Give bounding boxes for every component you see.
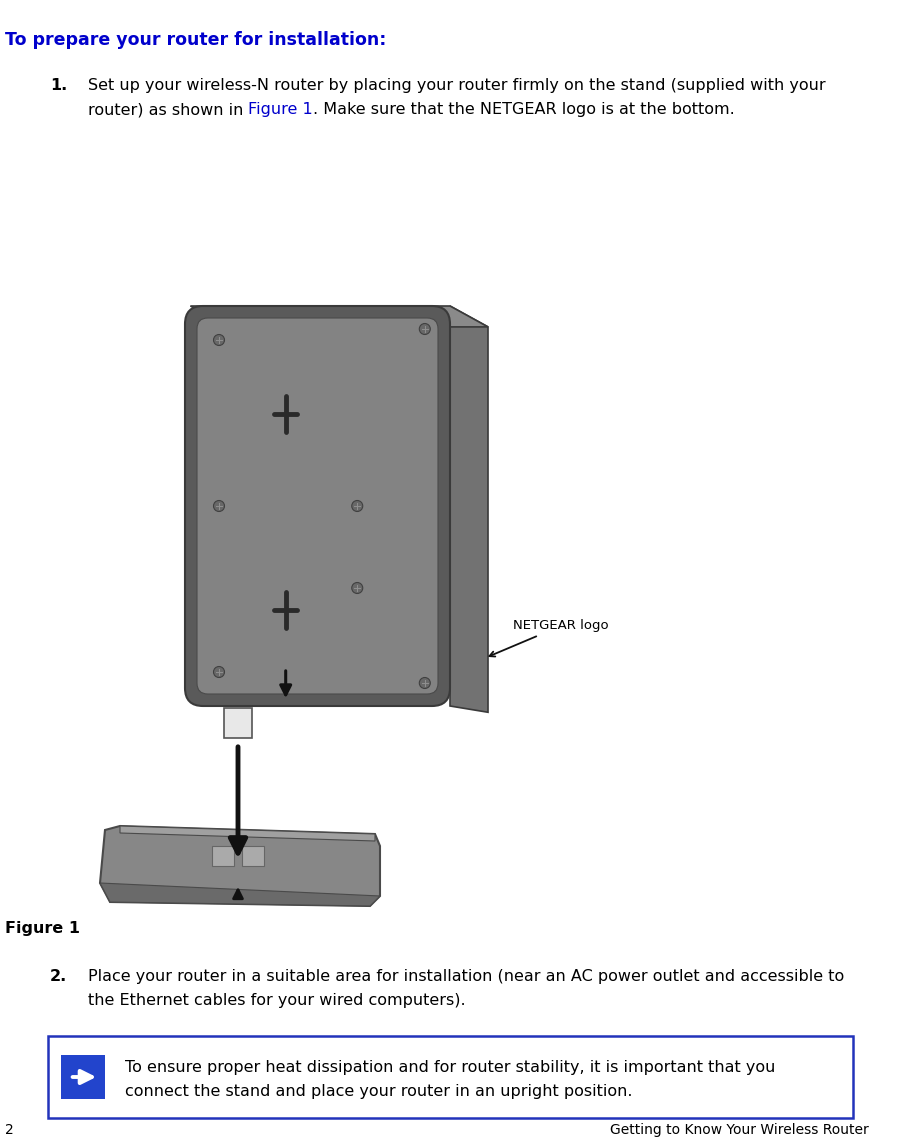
Circle shape xyxy=(419,324,431,334)
Circle shape xyxy=(213,334,225,346)
Polygon shape xyxy=(450,306,488,712)
Text: Set up your wireless-N router by placing your router firmly on the stand (suppli: Set up your wireless-N router by placing… xyxy=(88,78,825,94)
Polygon shape xyxy=(100,826,380,906)
Text: 2.: 2. xyxy=(50,969,67,984)
Circle shape xyxy=(213,666,225,678)
Text: Getting to Know Your Wireless Router: Getting to Know Your Wireless Router xyxy=(610,1123,869,1136)
Text: Place your router in a suitable area for installation (near an AC power outlet a: Place your router in a suitable area for… xyxy=(88,969,844,984)
Text: router) as shown in: router) as shown in xyxy=(88,103,248,118)
Bar xyxy=(242,847,264,866)
Text: . Make sure that the NETGEAR logo is at the bottom.: . Make sure that the NETGEAR logo is at … xyxy=(313,103,735,118)
Text: connect the stand and place your router in an upright position.: connect the stand and place your router … xyxy=(125,1084,633,1099)
Text: router) as shown in: router) as shown in xyxy=(88,103,248,118)
PathPatch shape xyxy=(185,306,450,706)
Text: Figure 1: Figure 1 xyxy=(248,103,313,118)
Polygon shape xyxy=(191,306,488,327)
Text: To prepare your router for installation:: To prepare your router for installation: xyxy=(5,31,387,49)
Text: 1.: 1. xyxy=(50,78,67,94)
Polygon shape xyxy=(224,709,252,738)
FancyBboxPatch shape xyxy=(48,1036,853,1118)
Text: NETGEAR logo: NETGEAR logo xyxy=(489,620,609,656)
Circle shape xyxy=(419,678,431,688)
Text: the Ethernet cables for your wired computers).: the Ethernet cables for your wired compu… xyxy=(88,994,466,1009)
Text: To ensure proper heat dissipation and for router stability, it is important that: To ensure proper heat dissipation and fo… xyxy=(125,1060,775,1075)
FancyBboxPatch shape xyxy=(61,1055,105,1099)
Polygon shape xyxy=(120,826,375,841)
Circle shape xyxy=(352,583,363,593)
Circle shape xyxy=(213,501,225,511)
Bar xyxy=(212,847,234,866)
Circle shape xyxy=(352,501,363,511)
PathPatch shape xyxy=(197,318,438,694)
Text: 2: 2 xyxy=(5,1123,13,1136)
Text: Figure 1: Figure 1 xyxy=(248,103,313,118)
Polygon shape xyxy=(100,883,380,906)
Text: Figure 1: Figure 1 xyxy=(5,921,80,936)
